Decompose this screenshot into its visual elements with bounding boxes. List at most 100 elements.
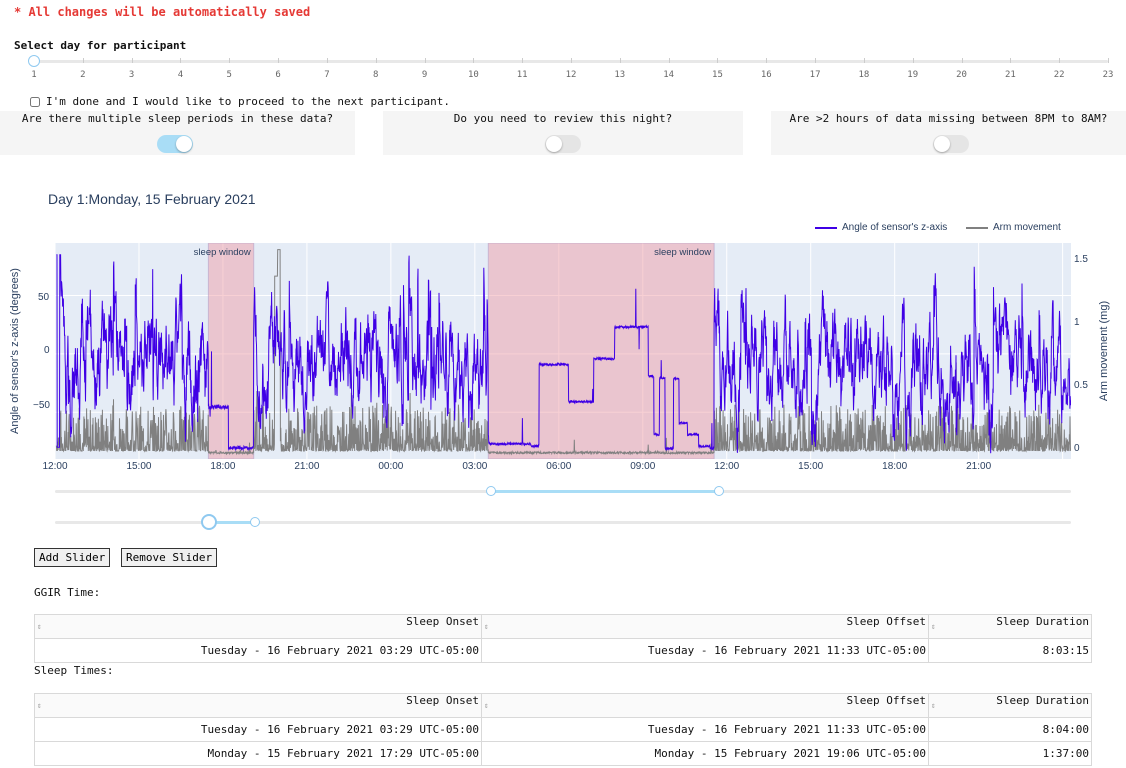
day-slider-handle[interactable]	[28, 55, 40, 67]
column-header[interactable]: ⇕ Sleep Duration	[928, 693, 1092, 718]
day-slider-label[interactable]: 23	[1102, 70, 1114, 80]
y2-tick: 1	[1074, 317, 1080, 328]
day-slider-mark	[766, 58, 768, 63]
day-slider-label[interactable]: 17	[809, 70, 821, 80]
day-slider-label[interactable]: 18	[858, 70, 870, 80]
missing-data-toggle[interactable]	[933, 135, 969, 153]
sleep-window-slider-2-end-handle[interactable]	[250, 517, 260, 527]
table-cell[interactable]: 1:37:00	[928, 741, 1092, 766]
sleep-window-shade	[487, 243, 715, 459]
table-cell[interactable]: Monday - 15 February 2021 19:06 UTC-05:0…	[481, 741, 929, 766]
day-slider-label[interactable]: 15	[712, 70, 723, 80]
day-slider-mark	[82, 58, 84, 63]
table-cell[interactable]: Tuesday - 16 February 2021 11:33 UTC-05:…	[481, 717, 929, 742]
x-tick: 21:00	[966, 461, 992, 472]
day-slider-label[interactable]: 13	[614, 70, 626, 80]
sleep-window-slider-1-start-handle[interactable]	[486, 486, 496, 496]
day-slider-label[interactable]: 10	[467, 70, 479, 80]
day-selector-label: Select day for participant	[14, 39, 187, 52]
done-checkbox-row[interactable]: I'm done and I would like to proceed to …	[30, 95, 450, 108]
sleep-window-slider-2-start-handle[interactable]	[201, 514, 217, 530]
table-row: Tuesday - 16 February 2021 03:29 UTC-05:…	[34, 717, 1092, 742]
y-tick: −50	[33, 400, 50, 411]
sleep-window-slider-1-end-handle[interactable]	[714, 486, 724, 496]
y-tick: 0	[44, 345, 50, 356]
day-slider-label[interactable]: 21	[1004, 70, 1016, 80]
arm-movement-line	[55, 249, 1071, 456]
table-cell[interactable]: Tuesday - 16 February 2021 03:29 UTC-05:…	[34, 717, 482, 742]
column-header[interactable]: ⇕ Sleep Onset	[34, 693, 482, 718]
question-text: Are >2 hours of data missing between 8PM…	[789, 112, 1108, 125]
day-slider-label[interactable]: 14	[663, 70, 675, 80]
table-row: Monday - 15 February 2021 17:29 UTC-05:0…	[34, 741, 1092, 766]
day-slider-label[interactable]: 16	[760, 70, 772, 80]
sleep-times-table: ⇕ Sleep Onset ⇕ Sleep Offset ⇕ Sleep Durati…	[34, 693, 1092, 766]
sleep-window-slider-1-range[interactable]	[491, 490, 719, 493]
sort-icon: ⇕	[37, 701, 42, 710]
day-slider-label[interactable]: 9	[421, 70, 428, 80]
day-slider-label[interactable]: 6	[275, 70, 281, 80]
day-slider-mark	[961, 58, 963, 63]
y2-axis-label: Arm movement (mg)	[1098, 300, 1110, 402]
autosave-notice: * All changes will be automatically save…	[14, 5, 311, 19]
x-tick: 21:00	[294, 461, 320, 472]
y-tick: 50	[38, 292, 50, 303]
day-slider-mark	[180, 58, 182, 63]
x-tick: 03:00	[462, 461, 488, 472]
question-text: Are there multiple sleep periods in thes…	[21, 112, 334, 125]
sort-icon: ⇕	[931, 701, 936, 710]
table-cell[interactable]: Monday - 15 February 2021 17:29 UTC-05:0…	[34, 741, 482, 766]
day-slider-mark	[229, 58, 231, 63]
day-slider-label[interactable]: 20	[956, 70, 967, 80]
sort-icon: ⇕	[484, 622, 489, 631]
done-checkbox[interactable]	[30, 96, 40, 107]
column-header[interactable]: ⇕ Sleep Offset	[481, 614, 929, 639]
day-slider-mark	[1108, 58, 1109, 63]
table-cell[interactable]: 8:04:00	[928, 717, 1092, 742]
multiple-sleep-toggle[interactable]	[157, 135, 193, 153]
day-slider-mark	[473, 58, 475, 63]
sleep-window-slider-2-range[interactable]	[208, 521, 255, 524]
day-slider-mark	[522, 58, 524, 63]
review-night-toggle[interactable]	[545, 135, 581, 153]
sleep-window-slider-2[interactable]	[55, 521, 1071, 524]
ggir-time-label: GGIR Time:	[34, 586, 101, 599]
day-slider-mark	[375, 58, 377, 63]
day-slider-mark	[863, 58, 865, 63]
table-cell[interactable]: Tuesday - 16 February 2021 03:29 UTC-05:…	[34, 638, 482, 663]
remove-slider-button[interactable]: Remove Slider	[121, 548, 218, 567]
column-header[interactable]: ⇕ Sleep Onset	[34, 614, 482, 639]
table-row: Tuesday - 16 February 2021 03:29 UTC-05:…	[34, 638, 1092, 663]
column-header[interactable]: ⇕ Sleep Offset	[481, 693, 929, 718]
legend-item-movement[interactable]: Arm movement	[966, 222, 1061, 233]
sleep-window-label: sleep window	[194, 247, 251, 258]
sort-icon: ⇕	[484, 701, 489, 710]
ggir-time-table: ⇕ Sleep Onset ⇕ Sleep Offset ⇕ Sleep Durati…	[34, 614, 1092, 663]
table-cell[interactable]: 8:03:15	[928, 638, 1092, 663]
sort-icon: ⇕	[931, 622, 936, 631]
column-header[interactable]: ⇕ Sleep Duration	[928, 614, 1092, 639]
day-slider-label[interactable]: 1	[31, 70, 37, 80]
day-slider-label[interactable]: 8	[373, 70, 379, 80]
day-slider-label[interactable]: 22	[1053, 70, 1065, 80]
day-slider-mark	[1010, 58, 1012, 63]
day-slider-mark	[815, 58, 817, 63]
legend-item-angle[interactable]: Angle of sensor's z-axis	[815, 222, 947, 233]
day-slider-label[interactable]: 11	[516, 70, 528, 80]
sleep-chart-svg: sleep window sleep window	[55, 243, 1071, 459]
table-cell[interactable]: Tuesday - 16 February 2021 11:33 UTC-05:…	[481, 638, 929, 663]
sleep-chart[interactable]: sleep window sleep window	[55, 243, 1071, 459]
day-slider-label[interactable]: 4	[177, 70, 184, 80]
day-slider-mark	[278, 58, 280, 63]
x-tick: 12:00	[714, 461, 740, 472]
add-slider-button[interactable]: Add Slider	[34, 548, 111, 567]
day-slider-label[interactable]: 7	[324, 70, 330, 80]
day-slider-label[interactable]: 5	[226, 70, 232, 80]
day-slider-label[interactable]: 19	[907, 70, 919, 80]
day-slider-label[interactable]: 2	[80, 70, 86, 80]
day-slider-mark	[717, 58, 719, 63]
day-slider-label[interactable]: 3	[128, 70, 135, 80]
y2-tick: 1.5	[1074, 254, 1088, 265]
x-tick: 18:00	[882, 461, 908, 472]
day-slider-label[interactable]: 12	[565, 70, 577, 80]
